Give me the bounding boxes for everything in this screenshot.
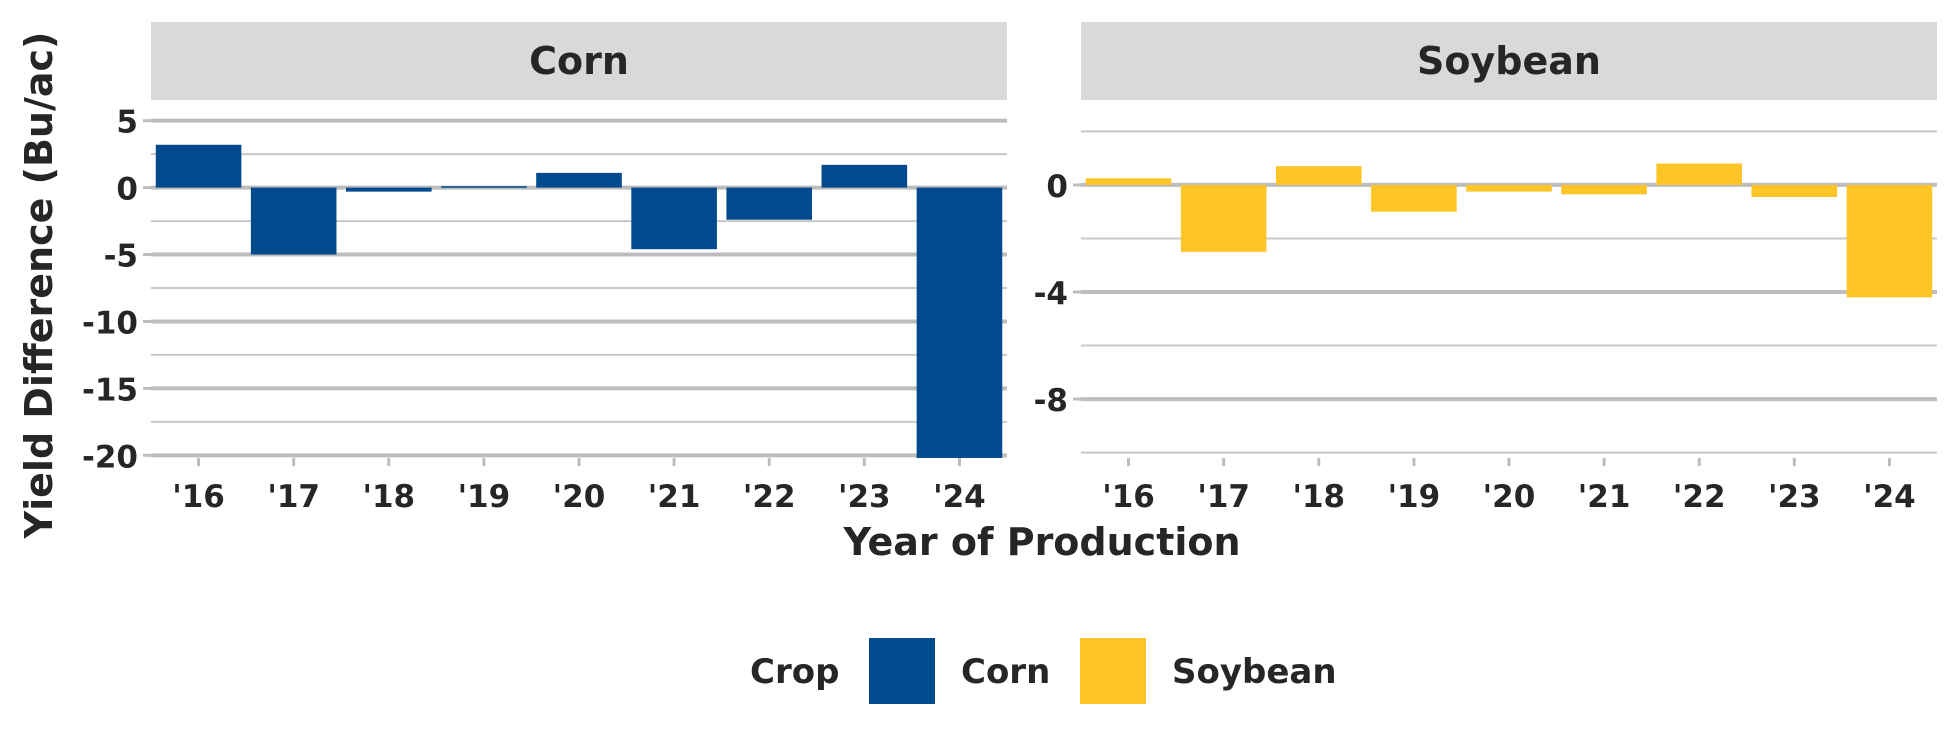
x-tick-label: '24 (1863, 479, 1916, 515)
bar-corn-1 (250, 187, 337, 255)
y-tick-label: -8 (1034, 383, 1068, 419)
panel-strip-corn (151, 22, 1007, 100)
bar-corn-7 (821, 164, 908, 188)
y-ticks-corn: 5 0 -5 -10 -15 -20 (82, 105, 151, 475)
bar-soybean-6 (1656, 163, 1743, 185)
legend-label-corn: Corn (961, 652, 1050, 692)
y-tick-label: -20 (82, 439, 138, 475)
bar-soybean-5 (1561, 184, 1647, 195)
bar-corn-2 (345, 187, 432, 192)
bar-soybean-1 (1180, 184, 1267, 252)
bars-soybean (1085, 163, 1933, 298)
bar-corn-4 (536, 172, 622, 188)
x-tick-label: '20 (1483, 479, 1536, 515)
x-tick-label: '22 (743, 479, 796, 515)
bar-soybean-8 (1846, 184, 1933, 298)
x-tick-label: '16 (172, 479, 225, 515)
x-tick-label: '20 (553, 479, 606, 515)
bar-corn-6 (726, 187, 813, 220)
x-axis-label: Year of Production (842, 520, 1240, 564)
legend-label-soybean: Soybean (1172, 652, 1337, 692)
y-tick-label: -4 (1034, 276, 1068, 312)
x-ticks-corn: '16 '17 '18 '19 '20 '21 '22 '23 '24 (172, 458, 986, 515)
x-tick-label: '16 (1102, 479, 1155, 515)
y-axis-label: Yield Difference (Bu/ac) (17, 32, 61, 540)
bar-soybean-0 (1085, 178, 1172, 185)
panel-title-corn: Corn (529, 39, 629, 83)
panel-corn: Corn 5 0 -5 -10 -15 -20 '16 '17 '18 '19 '20 '21 '22… (82, 22, 1007, 515)
bars-corn (155, 144, 1003, 458)
legend-swatch-corn (869, 638, 935, 704)
panel-title-soybean: Soybean (1417, 39, 1601, 83)
y-tick-label: 0 (1046, 169, 1068, 205)
bar-corn-5 (631, 187, 717, 250)
bar-corn-3 (441, 186, 527, 188)
y-tick-label: -5 (104, 239, 138, 275)
x-tick-label: '21 (648, 479, 701, 515)
x-tick-label: '23 (838, 479, 891, 515)
y-tick-label: 5 (116, 105, 138, 141)
bar-corn-0 (155, 144, 242, 188)
y-ticks-soybean: 0 -4 -8 (1034, 169, 1081, 419)
bar-corn-8 (916, 187, 1003, 458)
bar-soybean-4 (1466, 184, 1552, 192)
x-tick-label: '24 (933, 479, 986, 515)
x-tick-label: '19 (1388, 479, 1441, 515)
x-tick-label: '22 (1673, 479, 1726, 515)
x-tick-label: '18 (362, 479, 415, 515)
y-tick-label: 0 (116, 172, 138, 208)
x-tick-label: '19 (458, 479, 511, 515)
bar-soybean-2 (1275, 166, 1362, 185)
legend-swatch-soybean (1080, 638, 1146, 704)
x-tick-label: '21 (1578, 479, 1631, 515)
bar-soybean-7 (1751, 184, 1838, 197)
panel-strip-soybean (1081, 22, 1937, 100)
legend: Crop Corn Soybean (750, 638, 1337, 704)
y-tick-label: -15 (82, 372, 138, 408)
bar-soybean-3 (1371, 184, 1457, 212)
y-tick-label: -10 (82, 305, 138, 341)
legend-title: Crop (750, 652, 839, 692)
x-tick-label: '23 (1768, 479, 1821, 515)
panel-soybean: Soybean 0 -4 -8 '16 '17 '18 '19 '20 '21 '22 '23 '2… (1034, 22, 1937, 515)
x-ticks-soybean: '16 '17 '18 '19 '20 '21 '22 '23 '24 (1102, 458, 1916, 515)
x-tick-label: '17 (267, 479, 320, 515)
x-tick-label: '18 (1292, 479, 1345, 515)
x-tick-label: '17 (1197, 479, 1250, 515)
